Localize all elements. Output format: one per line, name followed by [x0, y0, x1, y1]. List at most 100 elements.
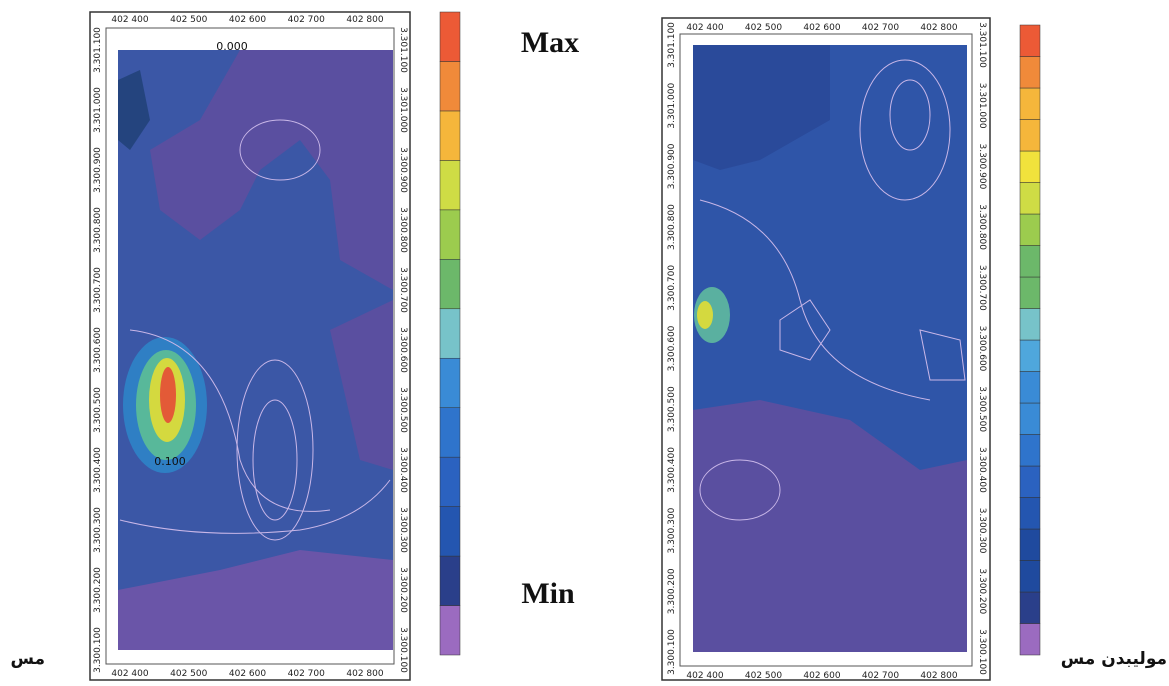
y-tick-label: 3.300.600 — [398, 327, 408, 373]
y-tick-label: 3.300.400 — [667, 447, 677, 493]
y-tick-label: 3.301.000 — [667, 83, 677, 129]
y-tick-label: 3.300.200 — [93, 567, 103, 613]
color-step — [1019, 371, 1041, 404]
y-tick-label: 3.301.100 — [977, 22, 987, 68]
y-tick-label: 3.300.800 — [667, 204, 677, 250]
color-step — [1019, 402, 1041, 435]
color-step — [439, 11, 461, 62]
color-step — [439, 110, 461, 161]
color-step — [439, 209, 461, 260]
zone — [693, 45, 830, 170]
y-tick-label: 3.300.700 — [977, 265, 987, 311]
y-tick-label: 3.300.500 — [977, 386, 987, 432]
color-step — [1019, 213, 1041, 246]
y-tick-label: 3.300.100 — [977, 629, 987, 675]
y-tick-label: 3.301.000 — [93, 87, 103, 133]
y-tick-label: 3.301.000 — [977, 83, 987, 129]
y-tick-label: 3.300.200 — [667, 568, 677, 614]
x-tick-label: 402 500 — [745, 23, 782, 33]
contour-label: 0.100 — [154, 455, 186, 468]
color-step — [439, 61, 461, 112]
x-tick-label: 402 500 — [745, 671, 782, 681]
x-tick-label: 402 400 — [686, 671, 723, 681]
color-step — [1019, 434, 1041, 467]
y-tick-label: 3.300.200 — [398, 567, 408, 613]
y-tick-label: 3.301.100 — [398, 27, 408, 73]
color-step — [439, 506, 461, 557]
y-tick-label: 3.300.100 — [398, 627, 408, 673]
y-tick-label: 3.300.600 — [667, 325, 677, 371]
color-step — [439, 357, 461, 408]
x-tick-label: 402 400 — [686, 23, 723, 33]
color-step — [1019, 465, 1041, 498]
contours — [119, 119, 391, 541]
color-step — [1019, 623, 1041, 656]
legend-max: Max — [521, 26, 579, 59]
y-tick-label: 3.300.100 — [93, 627, 103, 673]
y-tick-label: 3.300.600 — [93, 327, 103, 373]
low-zone — [330, 300, 393, 470]
x-tick-label: 402 800 — [346, 15, 383, 25]
x-tick-label: 402 700 — [862, 671, 899, 681]
y-tick-label: 3.300.500 — [398, 387, 408, 433]
color-step — [439, 407, 461, 458]
y-tick-label: 3.300.400 — [977, 447, 987, 493]
x-tick-label: 402 400 — [111, 669, 148, 679]
x-tick-label: 402 500 — [170, 15, 207, 25]
x-tick-label: 402 700 — [288, 669, 325, 679]
y-tick-label: 3.300.300 — [977, 508, 987, 554]
color-step — [1019, 528, 1041, 561]
color-step — [439, 259, 461, 310]
map-inner-frame — [105, 27, 395, 665]
color-step — [439, 605, 461, 656]
y-tick-label: 3.300.400 — [398, 447, 408, 493]
map-inner-frame — [679, 33, 973, 667]
x-tick-label: 402 400 — [111, 15, 148, 25]
anomaly — [697, 301, 713, 329]
contour-label: 0.000 — [216, 40, 248, 53]
y-tick-label: 3.300.800 — [977, 204, 987, 250]
y-tick-label: 3.300.100 — [667, 629, 677, 675]
y-tick-label: 3.300.300 — [398, 507, 408, 553]
legend-min: Min — [521, 577, 575, 610]
color-step — [439, 555, 461, 606]
x-tick-label: 402 800 — [346, 669, 383, 679]
low-zone — [118, 550, 393, 650]
map-caption: مس — [10, 649, 45, 669]
y-tick-label: 3.300.800 — [398, 207, 408, 253]
color-step — [1019, 182, 1041, 215]
y-tick-label: 3.300.300 — [93, 507, 103, 553]
x-tick-label: 402 600 — [803, 23, 840, 33]
color-step — [1019, 308, 1041, 341]
y-tick-label: 3.301.100 — [93, 27, 103, 73]
color-step — [1019, 150, 1041, 183]
x-tick-label: 402 700 — [862, 23, 899, 33]
x-tick-label: 402 800 — [920, 671, 957, 681]
x-tick-label: 402 600 — [229, 15, 266, 25]
map-caption: مولیبدن مس — [1061, 649, 1167, 669]
low-zone — [693, 400, 967, 652]
y-tick-label: 3.300.700 — [398, 267, 408, 313]
y-tick-label: 3.300.500 — [93, 387, 103, 433]
color-bar — [1019, 24, 1041, 656]
y-tick-label: 3.300.400 — [93, 447, 103, 493]
color-step — [1019, 560, 1041, 593]
color-step — [439, 456, 461, 507]
contours — [699, 59, 966, 521]
y-tick-label: 3.300.300 — [667, 507, 677, 553]
y-tick-label: 3.300.600 — [977, 326, 987, 372]
color-step — [1019, 497, 1041, 530]
color-bar — [439, 11, 461, 656]
y-tick-label: 3.300.700 — [93, 267, 103, 313]
color-step — [1019, 245, 1041, 278]
y-tick-label: 3.300.900 — [667, 143, 677, 189]
y-tick-label: 3.301.000 — [398, 87, 408, 133]
x-tick-label: 402 500 — [170, 669, 207, 679]
color-step — [1019, 119, 1041, 152]
color-step — [1019, 56, 1041, 89]
color-step — [439, 308, 461, 359]
x-tick-label: 402 600 — [229, 669, 266, 679]
y-tick-label: 3.300.800 — [93, 207, 103, 253]
